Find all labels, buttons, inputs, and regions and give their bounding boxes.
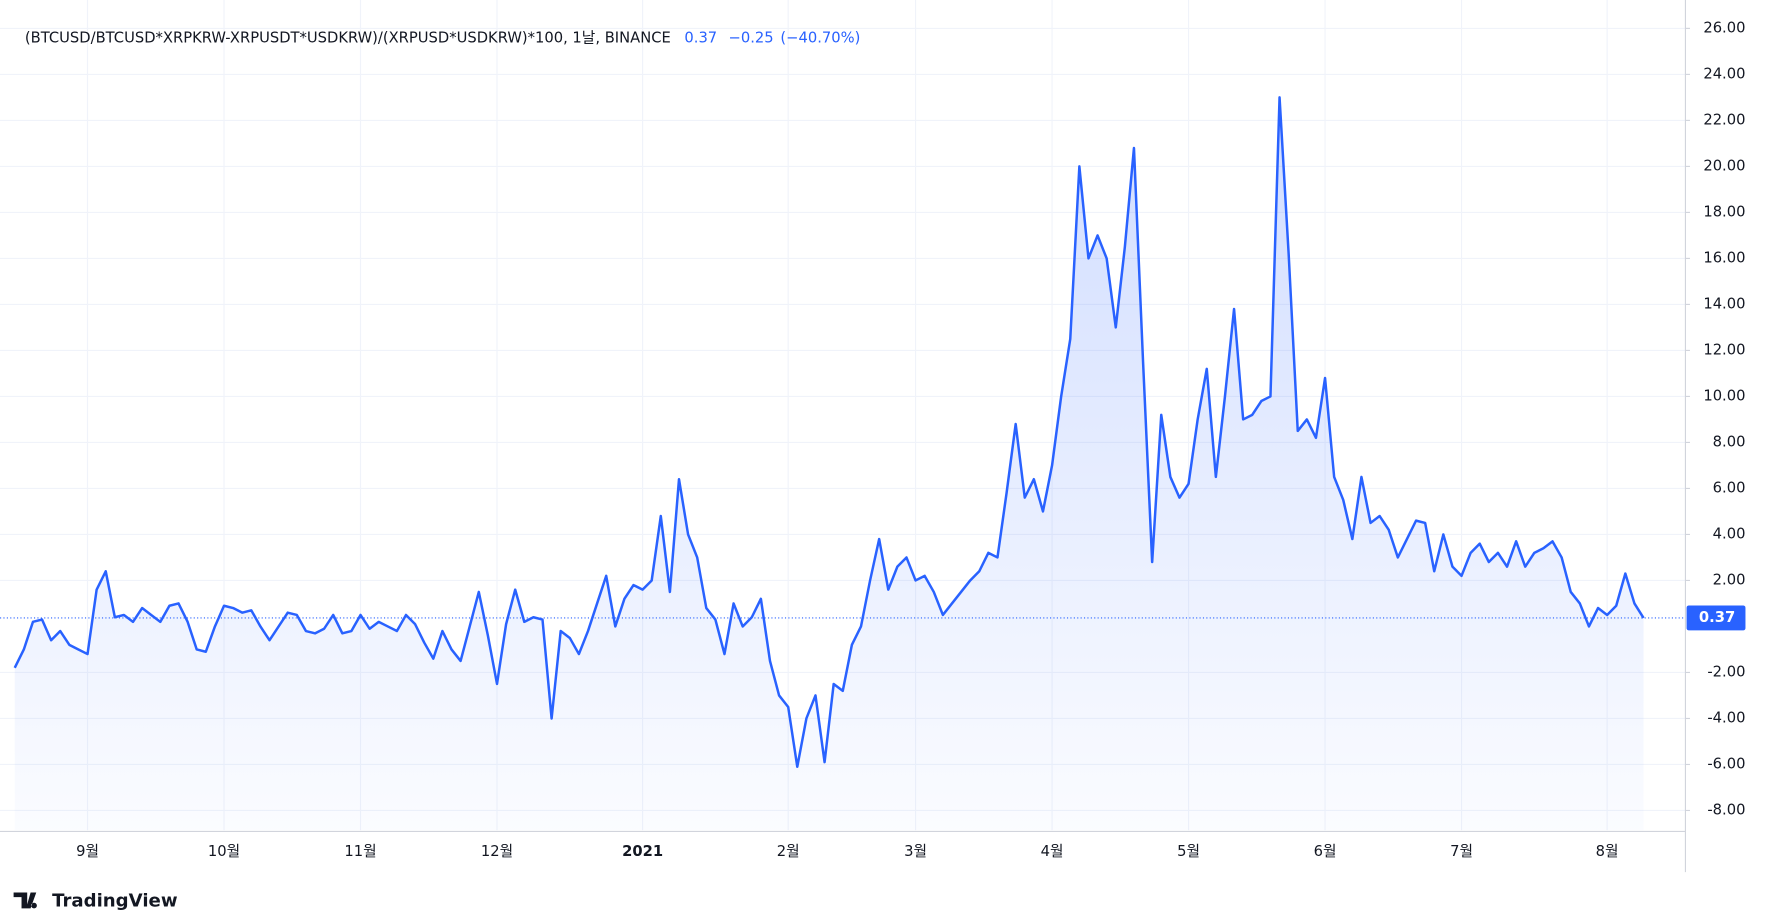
brand-name: TradingView xyxy=(52,891,178,912)
x-tick-label: 12월 xyxy=(481,843,513,860)
y-tick-label: 4.00 xyxy=(1713,525,1746,542)
x-tick-label: 2월 xyxy=(777,843,800,860)
legend-header: (BTCUSD/BTCUSD*XRPKRW-XRPUSDT*USDKRW)/(X… xyxy=(25,30,860,47)
y-tick-label: 6.00 xyxy=(1713,479,1746,496)
x-tick-label: 10월 xyxy=(208,843,240,860)
y-tick-label: 10.00 xyxy=(1703,387,1745,404)
brand-logo: TradingView xyxy=(13,891,178,912)
y-tick-label: -4.00 xyxy=(1707,709,1745,726)
area xyxy=(14,97,1644,831)
x-tick-label: 5월 xyxy=(1177,843,1200,860)
y-tick-label: -8.00 xyxy=(1707,801,1745,818)
y-tick-label: 26.00 xyxy=(1703,19,1745,36)
y-tick-label: 12.00 xyxy=(1703,341,1745,358)
x-tick-label: 7월 xyxy=(1450,843,1473,860)
y-tick-label: 24.00 xyxy=(1703,65,1745,82)
price-tag-label: 0.37 xyxy=(1699,609,1735,626)
y-tick-label: 2.00 xyxy=(1713,571,1746,588)
last-value: 0.37 xyxy=(684,30,717,47)
y-tick-label: 8.00 xyxy=(1713,433,1746,450)
price-tag xyxy=(1686,605,1746,631)
y-tick-label: -6.00 xyxy=(1707,755,1745,772)
grid xyxy=(0,0,1686,831)
y-tick-label: -2.00 xyxy=(1707,663,1745,680)
x-tick-label: 8월 xyxy=(1596,843,1619,860)
line xyxy=(13,96,1645,769)
y-tick-label: 16.00 xyxy=(1703,249,1745,266)
axes: -8.00 -6.00 -4.00 -2.00 2.00 4.00 6.00 8.00 10.0… xyxy=(76,19,1745,859)
plot xyxy=(0,96,1686,831)
y-tick-label: 22.00 xyxy=(1703,111,1745,128)
change-pct: (−40.70%) xyxy=(780,30,860,47)
y-tick-label: 20.00 xyxy=(1703,157,1745,174)
x-tick-label: 3월 xyxy=(904,843,927,860)
logo-mark xyxy=(13,892,37,909)
y-tick-label: 18.00 xyxy=(1703,203,1745,220)
x-tick-label: 2021 xyxy=(622,843,663,860)
x-tick-label: 11월 xyxy=(344,843,376,860)
y-tick-label: 14.00 xyxy=(1703,295,1745,312)
x-tick-label: 6월 xyxy=(1314,843,1337,860)
x-tick-label: 4월 xyxy=(1041,843,1064,860)
x-tick-label: 9월 xyxy=(76,843,99,860)
series-title: (BTCUSD/BTCUSD*XRPKRW-XRPUSDT*USDKRW)/(X… xyxy=(25,30,671,47)
change: −0.25 xyxy=(729,30,774,47)
